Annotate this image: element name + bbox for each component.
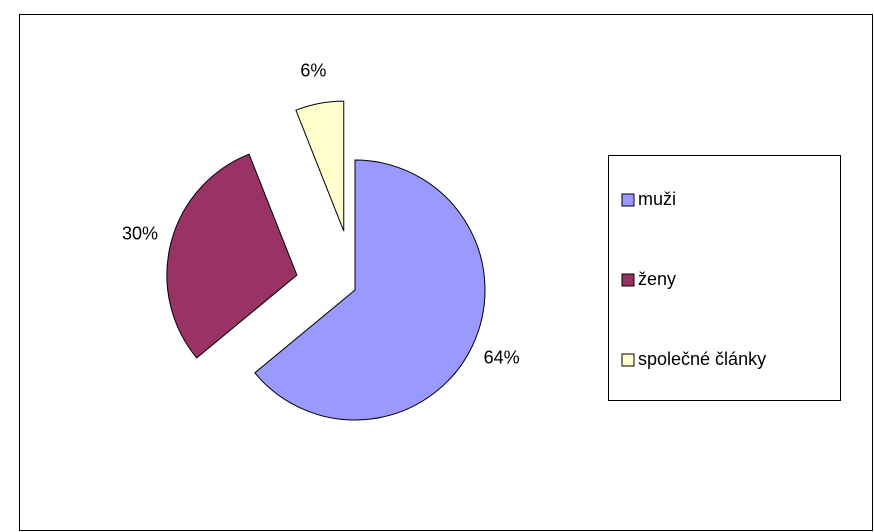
data-label: 6% <box>300 61 326 81</box>
data-label: 30% <box>122 224 158 244</box>
pie-slice <box>295 100 345 232</box>
legend-swatch <box>621 193 635 207</box>
legend-label: společné články <box>638 349 766 369</box>
legend-box <box>608 155 841 401</box>
pie-slice <box>166 153 298 359</box>
data-label: 64% <box>484 348 520 368</box>
legend-swatch <box>621 273 635 287</box>
legend-label: muži <box>638 189 676 209</box>
legend-label: ženy <box>638 269 676 289</box>
legend-swatch <box>621 353 635 367</box>
pie-slice <box>254 159 486 421</box>
